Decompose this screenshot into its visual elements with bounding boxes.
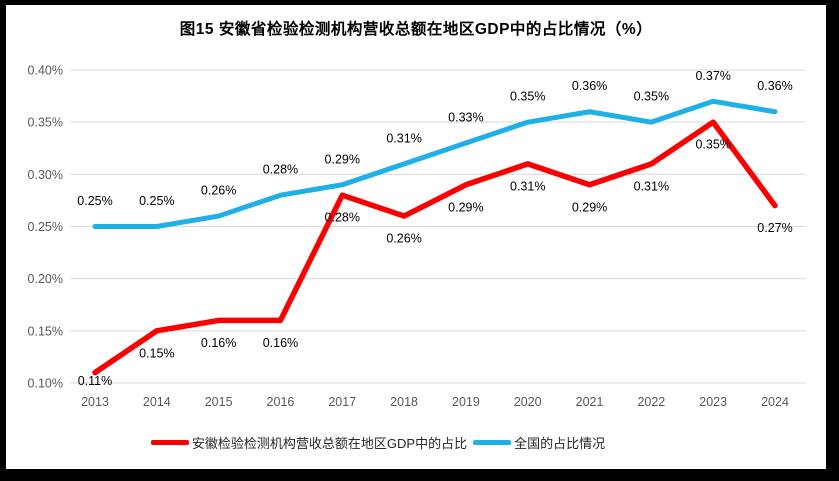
x-axis-tick-label: 2020 xyxy=(514,395,542,409)
data-label-anhui: 0.31% xyxy=(510,179,545,193)
data-label-anhui: 0.11% xyxy=(78,374,113,388)
data-label-anhui: 0.16% xyxy=(263,336,298,350)
y-axis-tick-label: 0.15% xyxy=(28,324,63,338)
chart-panel: 图15 安徽省检验检测机构营收总额在地区GDP中的占比情况（%） 0.40% 0.… xyxy=(6,5,826,469)
x-axis-tick-label: 2023 xyxy=(699,395,727,409)
series-line-national xyxy=(92,98,778,229)
anhui-series-line-icon xyxy=(150,439,189,445)
data-label-national: 0.36% xyxy=(757,79,792,93)
data-label-anhui: 0.27% xyxy=(757,221,792,235)
data-label-national: 0.25% xyxy=(77,194,112,208)
data-label-national: 0.36% xyxy=(572,79,607,93)
x-axis-tick-label: 2017 xyxy=(328,395,356,409)
national-series-line-icon xyxy=(473,439,512,445)
data-label-anhui: 0.35% xyxy=(695,138,730,152)
legend-item-national: 全国的占比情况 xyxy=(473,433,605,452)
x-axis-tick-label: 2018 xyxy=(390,395,418,409)
data-label-anhui: 0.29% xyxy=(572,200,607,214)
legend-item-anhui: 安徽检验检测机构营收总额在地区GDP中的占比 xyxy=(150,433,468,452)
data-label-anhui: 0.29% xyxy=(448,200,483,214)
line-chart: 0.40% 0.35% 0.30% 0.25% 0.20% 0.15% 0.10% 2013 2… xyxy=(28,64,806,409)
x-axis-tick-label: 2024 xyxy=(761,395,789,409)
x-axis-tick-label: 2014 xyxy=(143,395,171,409)
x-axis-tick-label: 2019 xyxy=(452,395,480,409)
x-axis-tick-label: 2016 xyxy=(267,395,295,409)
series-line-anhui xyxy=(92,119,778,376)
y-axis-tick-label: 0.20% xyxy=(28,272,63,286)
data-label-national: 0.35% xyxy=(634,90,669,104)
data-label-anhui: 0.16% xyxy=(201,336,236,350)
chart-title: 图15 安徽省检验检测机构营收总额在地区GDP中的占比情况（%） xyxy=(179,21,653,38)
data-label-anhui: 0.15% xyxy=(139,346,174,360)
data-label-national: 0.28% xyxy=(263,163,298,177)
y-axis-tick-label: 0.25% xyxy=(28,220,63,234)
data-label-anhui: 0.26% xyxy=(386,232,421,246)
data-label-national: 0.37% xyxy=(695,69,730,83)
data-label-anhui: 0.28% xyxy=(325,211,360,225)
data-label-national: 0.35% xyxy=(510,90,545,104)
data-label-national: 0.26% xyxy=(201,184,236,198)
y-axis-tick-label: 0.40% xyxy=(28,64,63,78)
y-axis-tick-label: 0.35% xyxy=(28,116,63,130)
legend-label-national: 全国的占比情况 xyxy=(514,435,606,451)
x-axis-tick-label: 2022 xyxy=(637,395,665,409)
y-axis-tick-label: 0.10% xyxy=(28,377,63,391)
legend-label-anhui: 安徽检验检测机构营收总额在地区GDP中的占比 xyxy=(191,435,468,451)
x-axis-tick-label: 2021 xyxy=(576,395,604,409)
x-axis-tick-label: 2013 xyxy=(81,395,109,409)
data-label-anhui: 0.31% xyxy=(634,179,669,193)
data-label-national: 0.29% xyxy=(325,152,360,166)
data-label-national: 0.31% xyxy=(386,131,421,145)
data-label-national: 0.25% xyxy=(139,194,174,208)
chart-legend: 安徽检验检测机构营收总额在地区GDP中的占比 全国的占比情况 xyxy=(0,433,788,451)
x-axis-tick-label: 2015 xyxy=(205,395,233,409)
data-label-national: 0.33% xyxy=(448,111,483,125)
y-axis-tick-label: 0.30% xyxy=(28,168,63,182)
